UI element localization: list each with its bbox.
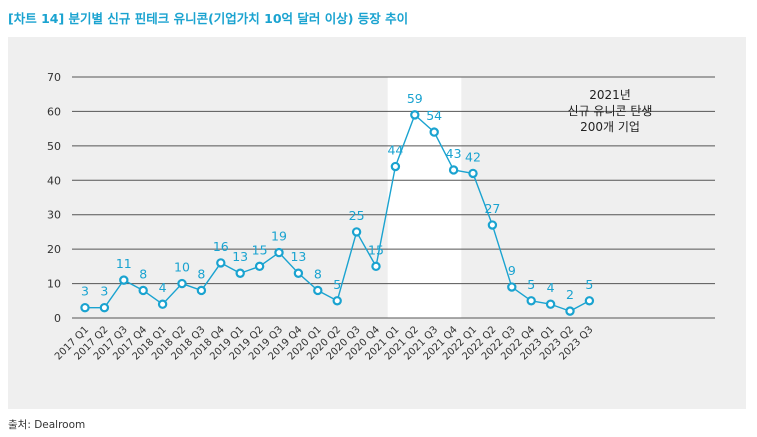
y-tick-label: 70 <box>47 71 61 84</box>
data-label: 10 <box>174 260 190 275</box>
data-point <box>332 296 342 306</box>
data-label: 15 <box>368 242 384 257</box>
data-point <box>565 306 575 316</box>
data-label: 4 <box>159 280 167 295</box>
data-label: 13 <box>290 249 306 264</box>
data-label: 9 <box>508 263 516 278</box>
data-point <box>274 247 284 258</box>
data-label: 5 <box>527 277 535 292</box>
data-point <box>216 258 226 268</box>
data-point <box>584 296 595 306</box>
data-label: 43 <box>446 146 462 161</box>
data-point <box>371 261 381 272</box>
data-point <box>410 110 420 120</box>
data-label: 54 <box>426 108 442 123</box>
data-label: 3 <box>81 284 89 299</box>
data-label: 15 <box>252 242 268 257</box>
data-label: 42 <box>465 149 481 164</box>
y-tick-label: 60 <box>47 105 61 118</box>
data-point <box>80 302 90 313</box>
data-label: 8 <box>314 266 322 281</box>
y-tick-label: 20 <box>47 243 61 256</box>
data-label: 59 <box>407 91 423 106</box>
data-point <box>177 278 187 289</box>
data-label: 11 <box>116 256 132 271</box>
chart-title: [차트 14] 분기별 신규 핀테크 유니콘(기업가치 10억 달러 이상) 등… <box>8 11 409 26</box>
data-point <box>313 285 323 296</box>
data-label: 19 <box>271 229 287 244</box>
data-label: 16 <box>213 239 229 254</box>
data-label: 27 <box>484 201 500 216</box>
data-point <box>196 285 207 296</box>
data-point <box>157 299 168 309</box>
source-note: 출처: Dealroom <box>8 419 86 431</box>
chart-panel <box>8 37 746 409</box>
data-point <box>235 268 245 278</box>
data-point <box>448 165 459 175</box>
data-label: 5 <box>333 277 341 292</box>
data-label: 25 <box>349 208 365 223</box>
y-tick-label: 30 <box>47 209 61 222</box>
annotation-line-2: 신규 유니콘 탄생 <box>568 104 653 118</box>
data-point <box>468 168 478 179</box>
data-point <box>119 275 129 285</box>
annotation-line-3: 200개 기업 <box>580 120 640 134</box>
annotation-line-1: 2021년 <box>589 88 631 102</box>
data-point <box>99 302 110 313</box>
y-tick-label: 40 <box>47 174 61 187</box>
data-point <box>526 296 536 306</box>
data-point <box>254 261 265 272</box>
data-point <box>545 299 556 309</box>
data-point <box>390 161 401 172</box>
data-label: 2 <box>566 287 574 302</box>
data-point <box>293 268 304 278</box>
data-label: 44 <box>387 143 403 158</box>
y-tick-label: 0 <box>54 312 61 325</box>
data-label: 8 <box>197 266 205 281</box>
y-tick-label: 50 <box>47 140 61 153</box>
data-label: 3 <box>100 284 108 299</box>
data-point <box>487 220 498 230</box>
data-label: 13 <box>232 249 248 264</box>
highlight-band-2021 <box>387 77 462 318</box>
data-point <box>507 282 517 292</box>
data-label: 8 <box>139 266 147 281</box>
data-point <box>429 127 439 137</box>
data-label: 5 <box>585 277 593 292</box>
data-point <box>138 285 148 296</box>
data-point <box>351 227 362 237</box>
y-tick-label: 10 <box>47 278 61 291</box>
data-label: 4 <box>547 280 555 295</box>
